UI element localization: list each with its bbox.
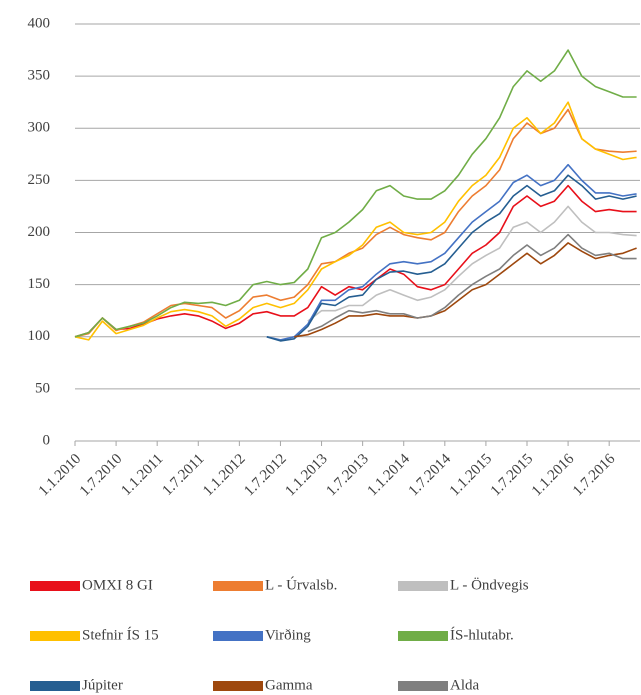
y-tick-label: 400 [28,15,51,31]
legend-label: Gamma [265,677,313,693]
series-line [266,163,637,341]
x-tick-label: 1.1.2015 [447,451,495,499]
x-tick-label: 1.1.2010 [36,451,84,499]
legend-swatch [30,681,80,691]
legend-label: Stefnir ÍS 15 [82,626,159,643]
y-tick-label: 350 [28,68,51,84]
legend-label: Júpiter [82,677,123,693]
y-tick-label: 300 [28,120,51,136]
x-tick-label: 1.1.2016 [529,451,578,500]
x-tick-label: 1.7.2011 [159,451,207,499]
y-tick-label: 150 [28,276,51,292]
x-tick-label: 1.7.2016 [570,451,619,500]
series-line [294,242,637,338]
legend-swatch [213,631,263,641]
series-line [266,174,637,342]
series-line [74,49,637,338]
legend-label: Alda [450,677,480,693]
y-tick-label: 100 [28,328,51,344]
legend-swatch [213,581,263,591]
x-tick-label: 1.1.2014 [365,451,414,500]
legend-label: Virðing [265,627,311,643]
x-tick-label: 1.7.2013 [323,451,371,499]
x-tick-label: 1.7.2014 [406,451,455,500]
x-tick-label: 1.7.2012 [241,451,289,499]
x-tick-label: 1.1.2012 [200,451,248,499]
legend-swatch [213,681,263,691]
x-tick-label: 1.1.2011 [118,451,166,499]
legend-label: OMXI 8 GI [82,577,153,593]
legend-swatch [398,581,448,591]
y-tick-label: 250 [28,172,51,188]
legend-swatch [398,631,448,641]
legend-swatch [398,681,448,691]
y-tick-label: 50 [35,380,50,396]
x-tick-label: 1.7.2010 [77,451,125,499]
y-tick-label: 0 [43,432,51,448]
series-line [74,101,637,341]
x-tick-label: 1.1.2013 [282,451,330,499]
y-tick-label: 200 [28,224,51,240]
series-line [307,205,637,322]
legend-label: ÍS-hlutabr. [450,626,514,643]
series-line [307,233,637,333]
legend-swatch [30,581,80,591]
legend-label: L - Úrvalsb. [265,576,337,593]
legend-swatch [30,631,80,641]
legend-label: L - Öndvegis [450,576,529,593]
x-tick-label: 1.7.2015 [488,451,536,499]
